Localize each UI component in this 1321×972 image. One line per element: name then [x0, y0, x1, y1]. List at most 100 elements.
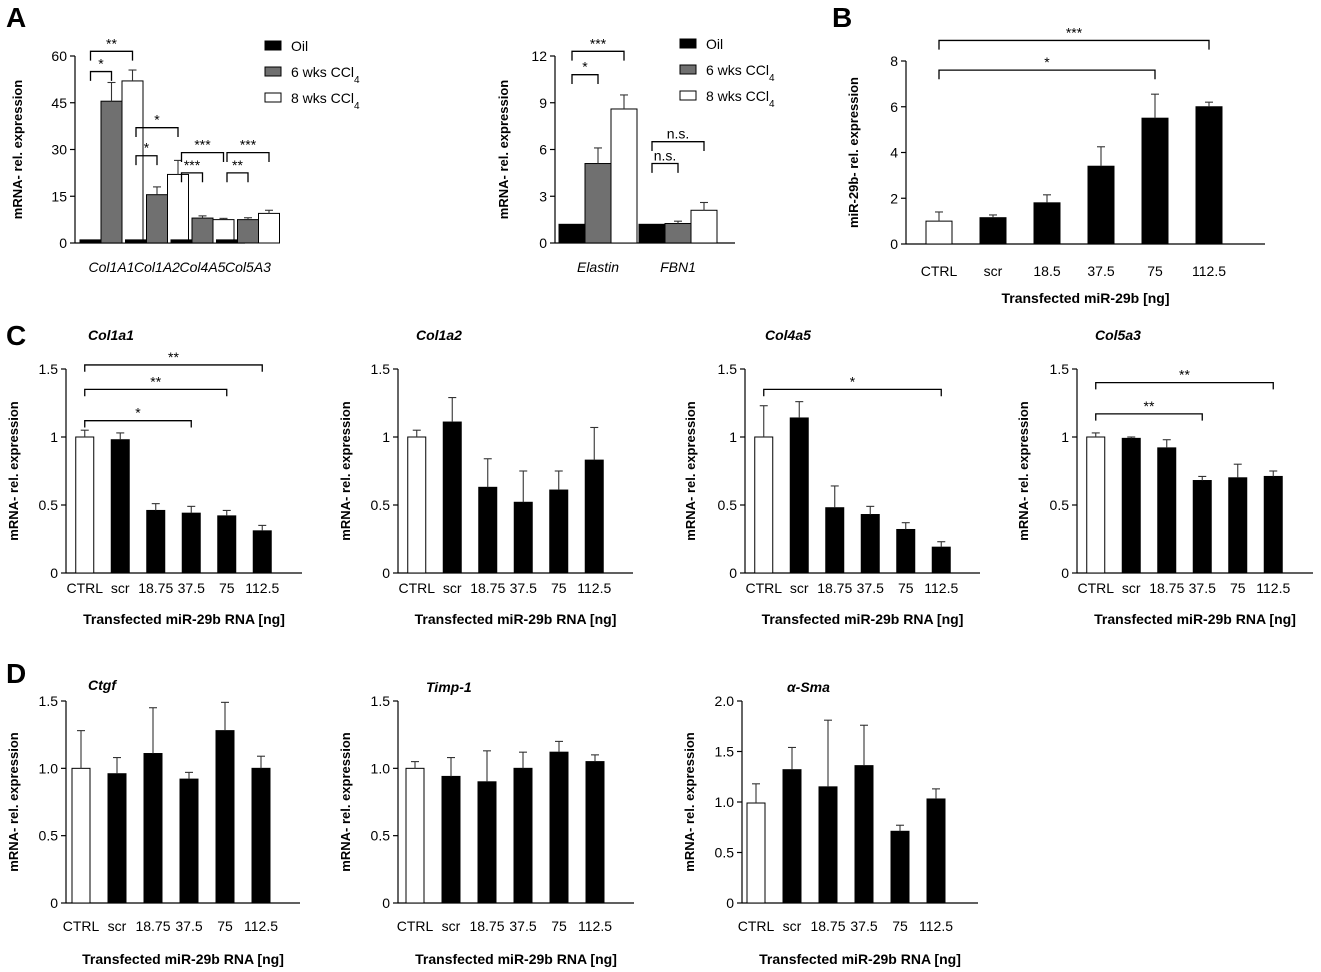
- chart-title: Col1a2: [416, 327, 462, 343]
- bar: [110, 439, 130, 574]
- bar: [1192, 480, 1212, 574]
- chart-title: Col5a3: [1095, 327, 1141, 343]
- bar: [107, 773, 127, 904]
- bar: [1121, 437, 1141, 574]
- bar: [1157, 447, 1177, 574]
- panel-letter-c: C: [6, 320, 26, 351]
- x-category-label: Col4A5: [180, 259, 226, 275]
- x-axis-label: Transfected miR-29b RNA [ng]: [415, 951, 617, 967]
- y-axis-label: mRNA- rel. expression: [496, 80, 511, 219]
- bar: [191, 217, 214, 244]
- y-tick-label: 2.0: [715, 693, 735, 709]
- chart-a2: 0 3 6 9 12 mRNA- rel. expression Elastin FBN1 **…: [496, 35, 775, 275]
- y-tick-label: 3: [539, 188, 547, 204]
- chart-d3: 0 0.5 1.0 1.5 2.0 mRNA- rel. expression CTRL sc…: [682, 679, 978, 967]
- significance-bracket: [180, 151, 225, 162]
- chart-title: Timp-1: [426, 679, 472, 695]
- panel-letter-d: D: [6, 658, 26, 689]
- legend-swatch: [264, 92, 282, 103]
- legend-swatch: [679, 90, 697, 101]
- bar: [441, 775, 461, 904]
- bar: [746, 802, 766, 904]
- y-tick-label: 0.5: [371, 828, 391, 844]
- bar: [181, 512, 201, 574]
- bar: [979, 217, 1007, 245]
- y-tick-label: 0: [50, 895, 58, 911]
- y-tick-label: 12: [531, 48, 547, 64]
- y-tick-label: 1.5: [715, 744, 735, 760]
- y-tick-label: 1.5: [39, 693, 59, 709]
- bar: [549, 751, 569, 904]
- y-axis-label: mRNA- rel. expression: [6, 732, 21, 871]
- x-category-label: CTRL: [66, 580, 103, 596]
- significance-label: **: [106, 35, 117, 51]
- bar: [405, 767, 425, 904]
- x-category-label: 37.5: [850, 918, 877, 934]
- y-tick-label: 2: [890, 190, 898, 206]
- y-tick-label: 1.5: [39, 361, 59, 377]
- chart-b: 0 2 4 6 8 miR-29b- rel. expression CTRL scr 18.5…: [846, 24, 1265, 306]
- x-category-label: CTRL: [398, 580, 435, 596]
- chart-title: Col1a1: [88, 327, 134, 343]
- bar: [1263, 475, 1283, 574]
- significance-label: ***: [1066, 24, 1083, 40]
- y-tick-label: 1.5: [1050, 361, 1070, 377]
- significance-bracket: [84, 420, 192, 428]
- legend-label: 6 wks CCl4: [291, 64, 360, 86]
- chart-title: Ctgf: [88, 677, 117, 693]
- x-category-label: scr: [790, 580, 809, 596]
- chart-d2: 0 0.5 1.0 1.5 mRNA- rel. expression CTRL scr 18…: [338, 679, 634, 967]
- x-category-label: scr: [984, 263, 1003, 279]
- y-tick-label: 0.5: [39, 828, 59, 844]
- bar: [75, 436, 95, 574]
- x-category-label: scr: [1122, 580, 1141, 596]
- bar: [513, 767, 533, 904]
- y-axis-label: mRNA- rel. expression: [338, 401, 353, 540]
- significance-bracket: [1095, 413, 1203, 421]
- x-category-label: 112.5: [919, 918, 953, 934]
- y-tick-label: 0.5: [1050, 497, 1070, 513]
- x-category-label: 18.75: [138, 580, 173, 596]
- x-category-label: 112.5: [924, 580, 958, 596]
- x-category-label: 18.75: [135, 918, 170, 934]
- significance-bracket: [938, 39, 1210, 50]
- legend-label: Oil: [706, 36, 723, 52]
- x-category-label: scr: [443, 580, 462, 596]
- bar: [584, 163, 612, 244]
- significance-label: *: [98, 56, 104, 72]
- significance-label: *: [582, 59, 588, 75]
- y-tick-label: 1.0: [39, 760, 59, 776]
- bar: [216, 239, 238, 244]
- x-category-label: 37.5: [509, 918, 536, 934]
- chart-c3: 0 0.5 1 1.5 mRNA- rel. expression CTRL scr 18.7…: [683, 327, 980, 627]
- significance-label: ***: [590, 35, 607, 51]
- bar: [1086, 436, 1106, 574]
- bar: [890, 830, 910, 904]
- bar: [143, 753, 163, 904]
- bar: [125, 239, 147, 244]
- x-category-label: 75: [898, 580, 914, 596]
- bar: [782, 769, 802, 904]
- bar: [896, 528, 916, 574]
- bar: [860, 514, 880, 574]
- legend-swatch: [264, 66, 282, 77]
- significance-label: *: [1044, 54, 1050, 70]
- bar: [558, 223, 586, 244]
- legend-label-subscript: 4: [769, 73, 775, 84]
- y-tick-label: 0: [539, 235, 547, 251]
- bar: [167, 173, 189, 244]
- panel-letter-b: B: [832, 2, 852, 33]
- y-tick-label: 0: [50, 565, 58, 581]
- bar: [121, 80, 144, 244]
- x-category-label: 112.5: [1256, 580, 1290, 596]
- significance-bracket: [651, 162, 679, 173]
- significance-label: **: [1179, 367, 1190, 383]
- significance-bracket: [1095, 381, 1274, 390]
- bar: [789, 417, 809, 574]
- bar: [818, 786, 838, 904]
- significance-label: *: [144, 140, 150, 156]
- bar: [170, 239, 193, 244]
- x-category-label: CTRL: [921, 263, 958, 279]
